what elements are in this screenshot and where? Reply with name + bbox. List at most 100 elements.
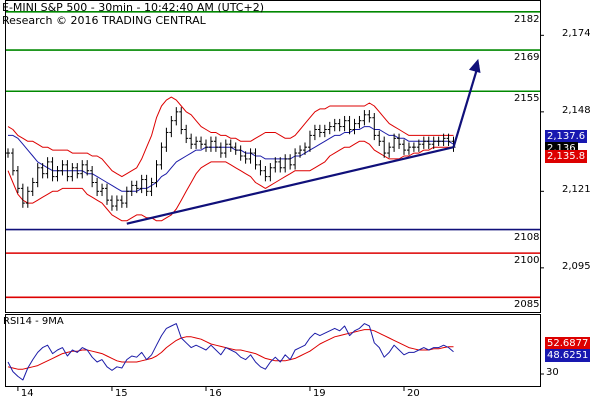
price-bar bbox=[431, 136, 436, 149]
price-bar bbox=[45, 157, 50, 179]
price-bar bbox=[243, 151, 248, 164]
rsi-line bbox=[7, 323, 454, 381]
forecast-arrow-head bbox=[468, 58, 481, 74]
price-badge-2,137.6: 2,137.6 bbox=[545, 130, 588, 144]
price-bar bbox=[208, 136, 213, 152]
price-bar bbox=[109, 195, 114, 211]
price-bar bbox=[184, 124, 189, 144]
price-bar bbox=[75, 163, 80, 179]
price-bar bbox=[169, 115, 174, 138]
price-bar bbox=[312, 124, 317, 141]
price-bar bbox=[90, 166, 95, 188]
price-bar bbox=[95, 177, 100, 197]
price-bar bbox=[347, 115, 352, 135]
price-bar bbox=[154, 160, 159, 188]
price-bar bbox=[105, 183, 109, 205]
price-bar bbox=[179, 107, 184, 135]
price-bar bbox=[332, 118, 337, 132]
price-bar bbox=[322, 124, 327, 138]
price-bar bbox=[149, 177, 154, 197]
price-bar bbox=[20, 183, 25, 208]
x-tick-label-19: 19 bbox=[312, 388, 326, 399]
support-trendline bbox=[126, 146, 454, 225]
price-bar bbox=[25, 186, 30, 208]
price-bar bbox=[233, 142, 238, 155]
price-bar bbox=[293, 148, 298, 170]
rsi-panel-border bbox=[5, 314, 541, 387]
price-bar bbox=[189, 133, 194, 149]
price-bar bbox=[298, 145, 303, 158]
price-bar bbox=[278, 157, 283, 173]
price-bar bbox=[124, 186, 129, 208]
y-tick-label-2,174: 2,174 bbox=[562, 28, 590, 40]
price-bar bbox=[421, 136, 426, 149]
price-bar bbox=[248, 148, 253, 164]
price-bar bbox=[416, 139, 421, 152]
price-bar bbox=[382, 136, 387, 158]
rsi-badge-52.6877: 52.6877 bbox=[545, 336, 590, 350]
price-bar bbox=[223, 139, 228, 158]
price-bar bbox=[129, 180, 134, 197]
price-bar bbox=[317, 124, 322, 138]
price-bar bbox=[194, 136, 199, 149]
level-label-2108: 2108 bbox=[514, 231, 540, 243]
price-bars bbox=[6, 107, 456, 211]
price-bar bbox=[337, 118, 342, 132]
price-bar bbox=[426, 136, 431, 149]
price-bar bbox=[406, 142, 411, 155]
price-bar bbox=[80, 160, 85, 179]
rsi-ma-line bbox=[7, 329, 454, 370]
x-tick-label-15: 15 bbox=[114, 388, 128, 399]
main-panel-border bbox=[5, 0, 541, 313]
price-bar bbox=[238, 145, 243, 161]
price-bar bbox=[377, 130, 382, 146]
price-bar bbox=[50, 157, 55, 182]
price-bar bbox=[446, 133, 451, 146]
price-bar bbox=[387, 142, 392, 158]
price-bar bbox=[204, 139, 208, 152]
price-bar bbox=[119, 195, 124, 208]
price-bar bbox=[164, 127, 169, 152]
price-bar bbox=[174, 107, 179, 126]
price-badge-2,135.8: 2,135.8 bbox=[545, 149, 588, 163]
y-tick-label-2,095: 2,095 bbox=[562, 260, 590, 272]
price-bar bbox=[352, 118, 357, 135]
price-bar bbox=[397, 133, 402, 149]
price-bar bbox=[367, 110, 372, 123]
x-tick-label-14: 14 bbox=[20, 388, 34, 399]
price-bar bbox=[213, 136, 218, 152]
level-label-2100: 2100 bbox=[514, 255, 540, 267]
x-tick-label-20: 20 bbox=[407, 388, 420, 399]
price-bar bbox=[327, 121, 332, 135]
moving-average-line bbox=[8, 126, 454, 192]
price-bar bbox=[15, 166, 20, 194]
price-bar bbox=[114, 195, 119, 211]
price-bar bbox=[411, 142, 416, 152]
bollinger-lower-line bbox=[7, 140, 454, 222]
price-bar bbox=[199, 136, 204, 149]
price-bar bbox=[228, 139, 233, 152]
price-bar bbox=[392, 133, 397, 152]
chart-title: E-MINI S&P 500 - 30min - 10:42:40 AM (UT… bbox=[2, 1, 264, 14]
price-bar bbox=[288, 154, 293, 170]
rsi-badge-48.6251: 48.6251 bbox=[545, 348, 590, 362]
price-bar bbox=[402, 139, 406, 155]
price-bar bbox=[362, 110, 367, 126]
moving-average bbox=[8, 126, 454, 192]
price-bar bbox=[70, 163, 75, 182]
price-bar bbox=[253, 148, 258, 170]
bollinger-upper-line bbox=[7, 96, 454, 178]
rsi-tick-label-30: 30 bbox=[546, 367, 559, 378]
level-label-2169: 2169 bbox=[514, 52, 540, 64]
price-bar bbox=[258, 160, 263, 176]
price-bar bbox=[35, 163, 40, 188]
price-bar bbox=[134, 180, 139, 194]
price-bar bbox=[65, 160, 70, 182]
price-bar bbox=[342, 115, 347, 132]
price-bar bbox=[307, 130, 312, 152]
price-bar bbox=[372, 113, 377, 141]
trendline-and-forecast bbox=[126, 58, 481, 225]
price-bar bbox=[159, 142, 164, 170]
price-bar bbox=[139, 174, 144, 194]
